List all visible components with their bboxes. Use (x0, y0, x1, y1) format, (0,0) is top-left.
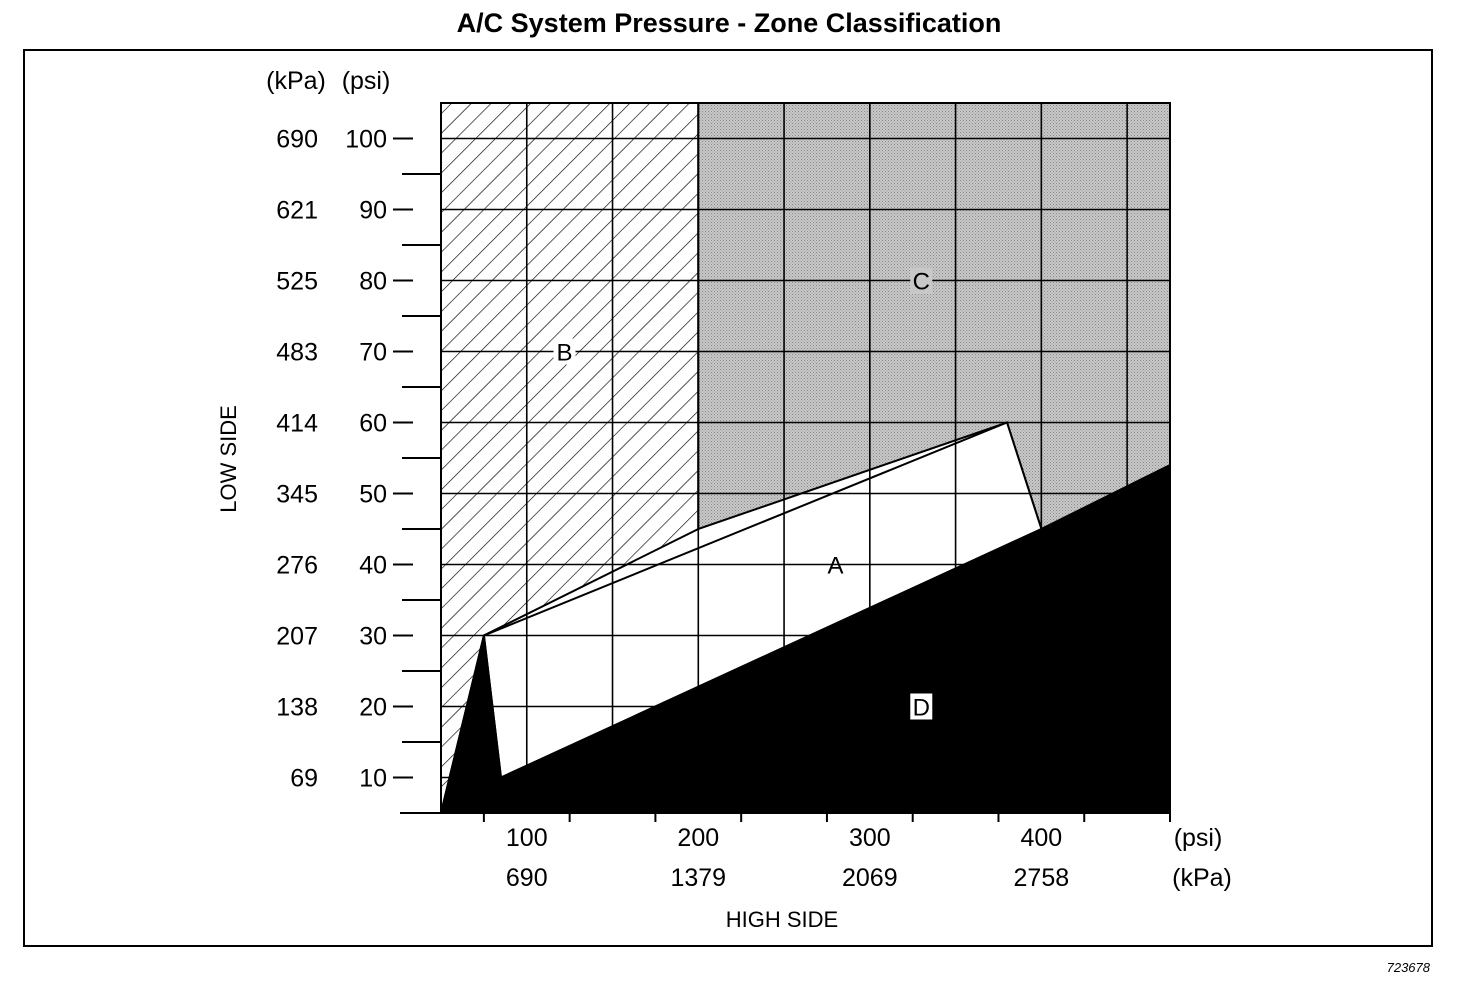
zone-c-label: C (913, 269, 930, 296)
y-tick-label-kpa: 621 (276, 197, 318, 225)
y-unit-psi: (psi) (342, 67, 391, 95)
y-tick-label-kpa: 207 (276, 623, 318, 651)
x-unit-kpa: (kPa) (1172, 864, 1232, 892)
y-tick-label-psi: 10 (359, 765, 387, 793)
y-tick-label-kpa: 276 (276, 552, 318, 580)
figure-id: 723678 (1387, 960, 1431, 975)
y-tick-label-psi: 30 (359, 623, 387, 651)
chart-title: A/C System Pressure - Zone Classificatio… (457, 8, 1002, 38)
x-axis-title: HIGH SIDE (726, 907, 838, 932)
x-tick-label-kpa: 2758 (1014, 864, 1070, 892)
zone-b-label: B (556, 340, 572, 367)
y-tick-label-psi: 40 (359, 552, 387, 580)
x-tick-label-psi: 300 (849, 824, 891, 852)
y-tick-label-kpa: 345 (276, 481, 318, 509)
y-tick-label-psi: 100 (345, 126, 387, 154)
zone-d-label: D (913, 695, 930, 722)
y-tick-label-psi: 60 (359, 410, 387, 438)
y-tick-label-psi: 70 (359, 339, 387, 367)
zone-a-label: A (828, 553, 844, 580)
y-tick-label-psi: 90 (359, 197, 387, 225)
x-unit-psi: (psi) (1174, 824, 1223, 852)
y-tick-label-kpa: 690 (276, 126, 318, 154)
x-tick-label-kpa: 1379 (670, 864, 726, 892)
y-tick-label-kpa: 525 (276, 268, 318, 296)
y-tick-label-kpa: 138 (276, 694, 318, 722)
y-tick-label-psi: 20 (359, 694, 387, 722)
y-tick-label-kpa: 69 (290, 765, 318, 793)
x-tick-label-kpa: 2069 (842, 864, 898, 892)
zone-c-label-bg (910, 267, 933, 294)
zone-d-label-bg (910, 693, 933, 720)
x-tick-label-psi: 200 (677, 824, 719, 852)
y-axis-title: LOW SIDE (216, 405, 241, 513)
y-tick-label-psi: 50 (359, 481, 387, 509)
y-tick-label-kpa: 483 (276, 339, 318, 367)
zone-b-label-bg (553, 338, 576, 365)
x-tick-label-kpa: 690 (506, 864, 548, 892)
y-unit-kpa: (kPa) (266, 67, 326, 95)
x-tick-label-psi: 100 (506, 824, 548, 852)
y-tick-label-kpa: 414 (276, 410, 318, 438)
x-tick-label-psi: 400 (1020, 824, 1062, 852)
y-tick-label-psi: 80 (359, 268, 387, 296)
figure-border (23, 49, 1433, 947)
